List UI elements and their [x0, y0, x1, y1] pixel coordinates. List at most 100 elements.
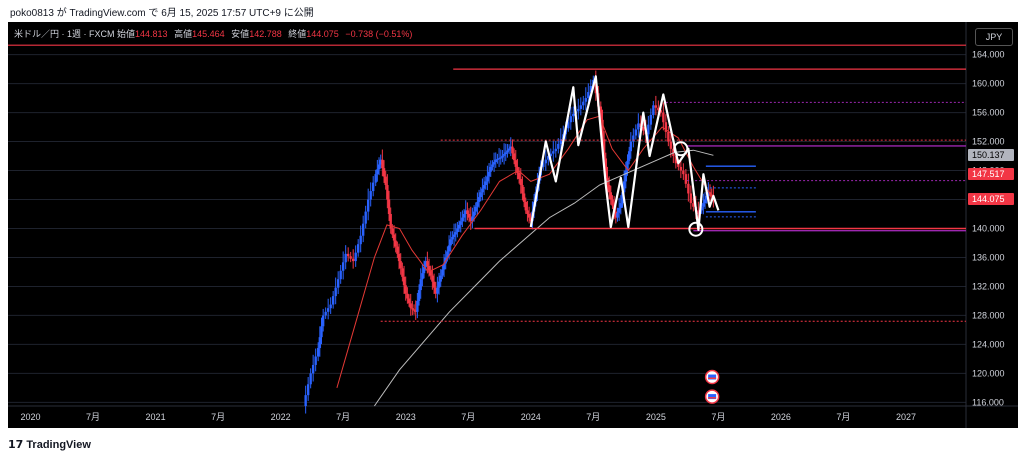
candle [700, 206, 703, 211]
candle [324, 311, 327, 316]
candle [487, 171, 491, 177]
candle [339, 270, 342, 280]
candle [499, 157, 502, 159]
event-flag-icon [704, 369, 720, 385]
candle [557, 143, 560, 149]
candle [679, 166, 683, 171]
candle [496, 158, 499, 160]
candle [509, 146, 512, 149]
candle [667, 131, 670, 142]
candle [389, 214, 392, 229]
candle [479, 192, 482, 198]
candle [619, 203, 623, 208]
chart-area[interactable]: 164.000160.000156.000152.000148.000144.0… [8, 22, 1018, 428]
candle [702, 203, 705, 207]
candle [412, 309, 416, 311]
candle [703, 199, 707, 204]
candle [489, 166, 492, 172]
candle [411, 308, 414, 310]
candle [304, 395, 307, 406]
candle [439, 275, 442, 282]
pivot-circle [688, 221, 704, 237]
candle [559, 139, 562, 144]
price-tag: 144.075 [968, 192, 1014, 205]
candle [419, 279, 422, 291]
candle [356, 244, 360, 253]
candle [471, 216, 474, 222]
x-axis-label: 2021 [146, 412, 166, 422]
candle [354, 252, 357, 262]
candle [626, 160, 629, 171]
candle [326, 308, 330, 312]
candle [482, 185, 486, 189]
candle [467, 214, 471, 218]
price-tag-label: 144.075 [972, 194, 1005, 204]
candle [616, 212, 619, 218]
candle [621, 192, 624, 204]
candle [399, 261, 402, 269]
candle [567, 122, 570, 129]
x-axis-label: 7月 [711, 412, 725, 422]
candle [634, 129, 638, 136]
candle [422, 267, 426, 274]
candle [682, 170, 685, 175]
candle [396, 246, 399, 254]
event-flag-icon [704, 389, 720, 404]
candle [627, 151, 631, 161]
candle [647, 124, 650, 135]
candle [421, 273, 424, 280]
candle [409, 303, 412, 309]
candle [521, 185, 524, 194]
candle [462, 214, 466, 218]
candle [451, 236, 454, 240]
candle [366, 199, 370, 212]
candle [544, 159, 547, 164]
candle [452, 234, 456, 237]
candle [632, 135, 635, 142]
candle [622, 181, 626, 193]
candle [689, 193, 693, 204]
price-tag-label: 147.517 [972, 169, 1005, 179]
close-label: 終値 [288, 29, 307, 39]
candle [502, 154, 506, 156]
candle [697, 210, 700, 214]
candle [517, 172, 521, 179]
candle [427, 265, 431, 271]
candle [662, 112, 665, 123]
candle [472, 211, 476, 217]
currency-button[interactable]: JPY [975, 28, 1013, 46]
candle [554, 148, 557, 152]
candle [584, 98, 588, 102]
candle [542, 163, 545, 167]
candle [320, 326, 323, 338]
candles-group [304, 70, 715, 414]
candle [516, 166, 519, 173]
candle [609, 192, 613, 200]
candle [599, 106, 603, 120]
candle [404, 285, 407, 294]
publish-info: poko0813 が TradingView.com で 6月 15, 2025… [10, 8, 314, 19]
candle [572, 113, 575, 117]
candle [359, 235, 362, 245]
candle [441, 269, 444, 276]
candle [552, 151, 555, 154]
y-axis-label: 164.000 [972, 50, 1005, 60]
candle [466, 210, 469, 214]
wave-drawing [529, 75, 720, 231]
candle [494, 159, 497, 163]
candle [392, 234, 396, 241]
candle [491, 164, 494, 167]
candle [607, 185, 611, 193]
tradingview-logo[interactable]: 𝟭𝟳 TradingView [8, 438, 91, 451]
price-chart-svg[interactable]: 164.000160.000156.000152.000148.000144.0… [8, 22, 1018, 428]
candle [316, 348, 320, 357]
candle [674, 156, 678, 164]
candle [321, 315, 325, 327]
candle [692, 203, 695, 207]
candle [334, 287, 337, 297]
candle [397, 253, 401, 262]
candle [432, 281, 436, 288]
candle [429, 270, 432, 276]
candle [707, 192, 710, 196]
candle [407, 298, 411, 304]
